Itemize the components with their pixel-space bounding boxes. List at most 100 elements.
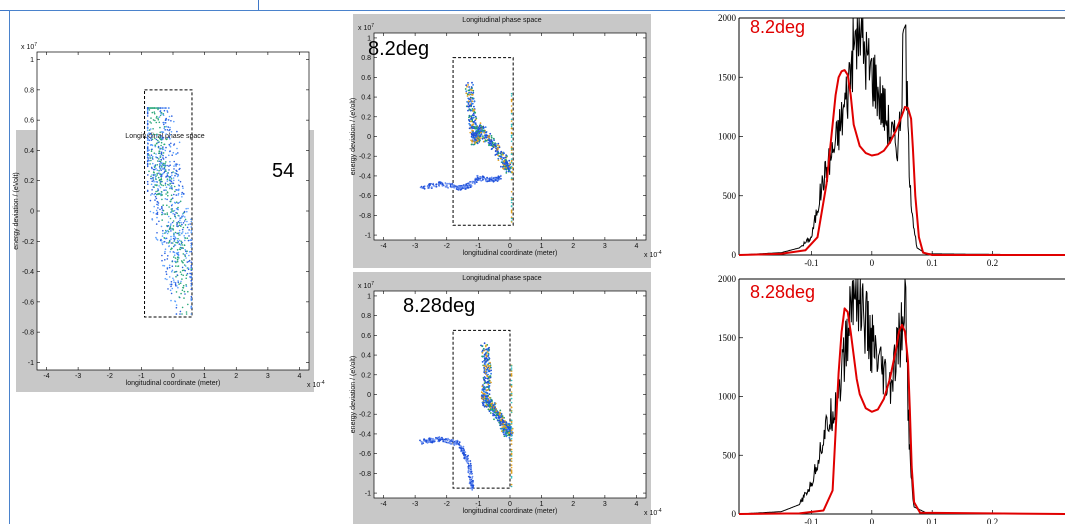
particle-dot	[150, 122, 152, 124]
particle-dot	[148, 170, 150, 173]
particle-dot	[152, 186, 155, 188]
particle-dot	[510, 483, 513, 486]
particle-dot	[473, 111, 476, 113]
particle-dot	[160, 175, 162, 177]
particle-dot	[170, 180, 173, 183]
current-profile-panel-1: 0 500 1000 1500 2000 -0.1 0 0.1 0.2 8.2deg	[718, 13, 1065, 268]
particle-dot	[467, 109, 469, 112]
particle-dot	[486, 397, 489, 400]
particle-dot	[472, 112, 475, 115]
particle-dot	[434, 437, 437, 440]
particle-dot	[146, 137, 149, 140]
x-tick-label: 3	[603, 243, 607, 250]
particle-dot	[175, 189, 177, 191]
y-tick-label: 0.2	[24, 178, 34, 185]
particle-dot	[155, 238, 158, 240]
particle-dot	[176, 232, 178, 235]
particle-dot	[146, 164, 149, 166]
particle-dot	[187, 232, 189, 234]
particle-dot	[173, 254, 176, 256]
x-tick-label: -1	[475, 501, 481, 508]
particle-dot	[466, 101, 468, 103]
particle-dot	[172, 225, 175, 227]
particle-dot	[475, 132, 477, 135]
particle-dot	[468, 104, 471, 107]
particle-dot	[155, 167, 157, 170]
particle-dot	[481, 352, 484, 354]
particle-dot	[148, 109, 151, 111]
particle-dot	[468, 473, 471, 475]
particle-dot	[490, 135, 493, 137]
particle-dot	[161, 235, 164, 237]
y-axis-exponent: x 107	[21, 42, 37, 51]
particle-dot	[180, 292, 182, 295]
particle-dot	[500, 413, 503, 415]
particle-dot	[172, 177, 175, 179]
particle-dot	[494, 154, 497, 156]
particle-dot	[503, 164, 506, 167]
particle-dot	[175, 194, 178, 196]
particle-dot	[177, 206, 179, 209]
particle-dot	[495, 410, 498, 412]
particle-dot	[483, 392, 486, 395]
particle-dot	[150, 139, 153, 141]
particle-dot	[158, 150, 161, 153]
particle-dot	[510, 460, 513, 463]
particle-dot	[500, 177, 502, 180]
particle-dot	[158, 121, 161, 124]
particle-dot	[481, 175, 484, 178]
particle-dot	[510, 429, 513, 432]
particle-dot	[510, 112, 513, 115]
particle-dot	[166, 174, 169, 177]
particle-dot	[501, 166, 504, 168]
particle-dot	[505, 167, 507, 169]
particle-dot	[164, 248, 167, 250]
particle-dot	[508, 430, 511, 433]
particle-dot	[171, 260, 174, 262]
particle-dot	[510, 448, 513, 451]
particle-dot	[188, 254, 190, 257]
particle-dot	[169, 137, 171, 140]
particle-dot	[183, 210, 186, 213]
particle-dot	[171, 265, 174, 268]
x-axis-exponent: x 10-4	[644, 250, 662, 259]
particle-dot	[190, 266, 193, 268]
particle-dot	[468, 116, 470, 119]
particle-dot	[494, 416, 497, 419]
particle-dot	[484, 140, 486, 143]
measured-profile-line	[739, 17, 1065, 256]
particle-dot	[485, 136, 488, 139]
particle-dot	[153, 205, 155, 208]
particle-dot	[474, 115, 477, 118]
particle-dot	[469, 479, 472, 482]
particle-dot	[481, 345, 484, 348]
particle-dot	[166, 266, 169, 269]
particle-dot	[485, 357, 487, 359]
particle-dot	[170, 178, 173, 180]
particle-dot	[184, 265, 187, 267]
x-tick-label: 0	[508, 243, 512, 250]
particle-dot	[510, 435, 513, 437]
particle-dot	[510, 140, 513, 143]
particle-dot	[464, 456, 467, 458]
particle-dot	[164, 259, 166, 261]
particle-dot	[486, 392, 489, 394]
particle-dot	[505, 160, 508, 163]
particle-dot	[171, 210, 173, 212]
particle-dot	[486, 377, 489, 380]
particle-dot	[156, 201, 159, 203]
x-tick-label: -3	[412, 501, 418, 508]
particle-dot	[441, 438, 444, 440]
plot-title: Longitudinal phase space	[125, 133, 205, 140]
particle-dot	[155, 117, 158, 119]
particle-dot	[510, 432, 513, 434]
particle-dot	[162, 264, 164, 267]
particle-dot	[150, 194, 152, 196]
particle-dot	[160, 180, 162, 183]
particle-dot	[160, 184, 163, 186]
panel-annotation: 54	[272, 160, 294, 182]
particle-dot	[184, 254, 186, 256]
particle-dot	[154, 164, 157, 166]
particle-dot	[147, 159, 149, 161]
particle-dot	[160, 225, 163, 228]
